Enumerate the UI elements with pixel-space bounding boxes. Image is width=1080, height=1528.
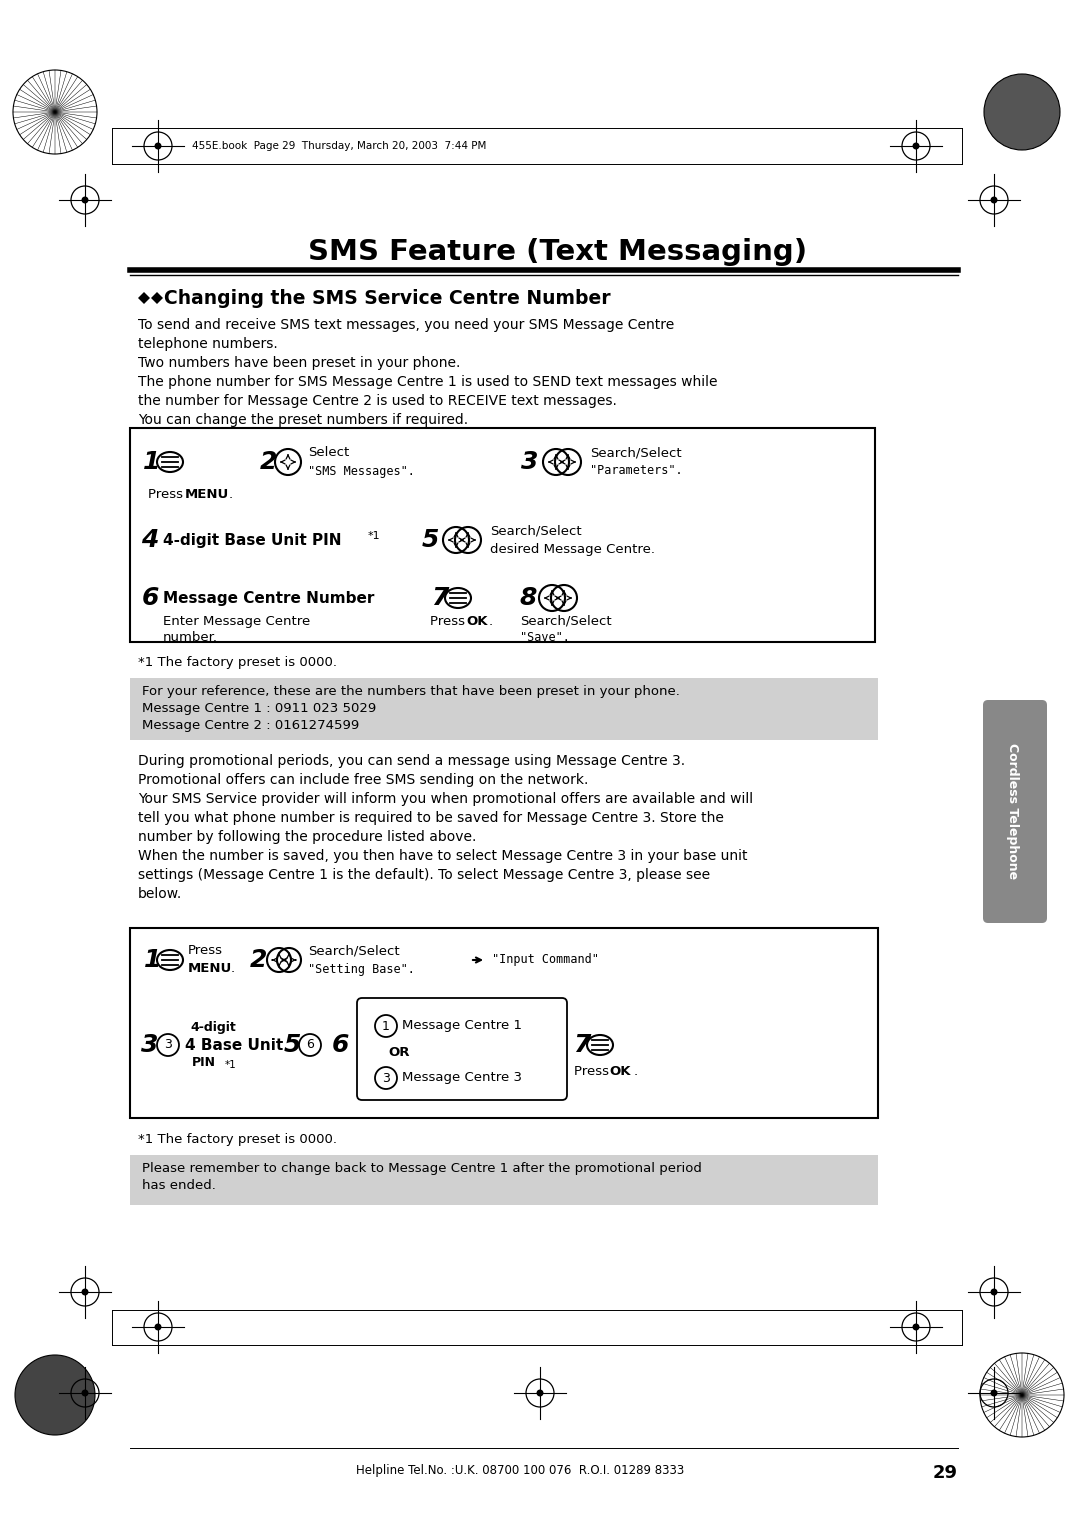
Text: Message Centre 2 : 0161274599: Message Centre 2 : 0161274599 [141, 720, 360, 732]
Text: 6: 6 [332, 1033, 349, 1057]
Text: MENU: MENU [188, 963, 232, 975]
Circle shape [990, 197, 998, 203]
Polygon shape [138, 292, 150, 304]
Text: Two numbers have been preset in your phone.: Two numbers have been preset in your pho… [138, 356, 460, 370]
Circle shape [984, 73, 1059, 150]
Text: has ended.: has ended. [141, 1180, 216, 1192]
Text: .: . [229, 487, 233, 501]
Text: 7: 7 [573, 1033, 591, 1057]
Text: 1: 1 [382, 1019, 390, 1033]
Text: 455E.book  Page 29  Thursday, March 20, 2003  7:44 PM: 455E.book Page 29 Thursday, March 20, 20… [192, 141, 486, 151]
Circle shape [81, 197, 89, 203]
Text: Search/Select: Search/Select [490, 524, 582, 538]
Text: 8: 8 [519, 587, 537, 610]
Text: Search/Select: Search/Select [308, 944, 400, 958]
Text: "Parameters".: "Parameters". [590, 465, 683, 477]
Text: Enter Message Centre: Enter Message Centre [163, 614, 310, 628]
Text: Message Centre 3: Message Centre 3 [402, 1071, 522, 1085]
Circle shape [537, 1389, 543, 1397]
Text: desired Message Centre.: desired Message Centre. [490, 542, 654, 556]
Text: 1: 1 [144, 451, 161, 474]
Text: OR: OR [388, 1045, 409, 1059]
Polygon shape [151, 292, 163, 304]
Text: Message Centre 1 : 0911 023 5029: Message Centre 1 : 0911 023 5029 [141, 701, 376, 715]
Text: *1: *1 [225, 1060, 237, 1070]
Text: OK: OK [465, 614, 487, 628]
Text: During promotional periods, you can send a message using Message Centre 3.: During promotional periods, you can send… [138, 753, 685, 769]
Text: 7: 7 [431, 587, 448, 610]
Text: tell you what phone number is required to be saved for Message Centre 3. Store t: tell you what phone number is required t… [138, 811, 724, 825]
Text: Promotional offers can include free SMS sending on the network.: Promotional offers can include free SMS … [138, 773, 589, 787]
Text: Please remember to change back to Message Centre 1 after the promotional period: Please remember to change back to Messag… [141, 1161, 702, 1175]
Text: Press: Press [573, 1065, 613, 1077]
Text: 3: 3 [164, 1039, 172, 1051]
Text: You can change the preset numbers if required.: You can change the preset numbers if req… [138, 413, 468, 426]
Text: MENU: MENU [185, 487, 229, 501]
Circle shape [154, 142, 162, 150]
Text: Select: Select [308, 446, 349, 460]
Circle shape [990, 1389, 998, 1397]
FancyBboxPatch shape [130, 678, 878, 740]
Text: 4 Base Unit: 4 Base Unit [185, 1038, 283, 1053]
Text: OK: OK [609, 1065, 631, 1077]
Text: 29: 29 [933, 1464, 958, 1482]
Text: below.: below. [138, 886, 183, 902]
Text: Message Centre 1: Message Centre 1 [402, 1019, 522, 1033]
Text: 5: 5 [283, 1033, 300, 1057]
Text: 3: 3 [382, 1071, 390, 1085]
Text: PIN: PIN [192, 1056, 216, 1070]
Text: Helpline Tel.No. :U.K. 08700 100 076  R.O.I. 01289 8333: Helpline Tel.No. :U.K. 08700 100 076 R.O… [356, 1464, 684, 1478]
Circle shape [81, 1389, 89, 1397]
Circle shape [15, 1355, 95, 1435]
Circle shape [154, 1323, 162, 1331]
Text: 2: 2 [249, 947, 267, 972]
Text: Cordless Telephone: Cordless Telephone [1007, 744, 1020, 880]
Text: SMS Feature (Text Messaging): SMS Feature (Text Messaging) [309, 238, 808, 266]
Text: *1 The factory preset is 0000.: *1 The factory preset is 0000. [138, 656, 337, 669]
Text: "Input Command": "Input Command" [492, 953, 599, 967]
Text: When the number is saved, you then have to select Message Centre 3 in your base : When the number is saved, you then have … [138, 850, 747, 863]
Text: Search/Select: Search/Select [590, 446, 681, 460]
Text: To send and receive SMS text messages, you need your SMS Message Centre: To send and receive SMS text messages, y… [138, 318, 674, 332]
Text: "SMS Messages".: "SMS Messages". [308, 465, 415, 477]
Text: "Save".: "Save". [519, 631, 570, 643]
Text: Message Centre Number: Message Centre Number [163, 590, 375, 605]
FancyBboxPatch shape [983, 700, 1047, 923]
Text: Press: Press [148, 487, 187, 501]
Text: .: . [634, 1065, 638, 1077]
FancyBboxPatch shape [130, 1155, 878, 1206]
Text: Press: Press [430, 614, 469, 628]
Text: 4: 4 [141, 529, 159, 552]
Text: 1: 1 [145, 947, 162, 972]
Text: "Setting Base".: "Setting Base". [308, 963, 415, 975]
Text: .: . [231, 963, 235, 975]
Text: The phone number for SMS Message Centre 1 is used to SEND text messages while: The phone number for SMS Message Centre … [138, 374, 717, 390]
Text: 5: 5 [421, 529, 438, 552]
Text: Your SMS Service provider will inform you when promotional offers are available : Your SMS Service provider will inform yo… [138, 792, 753, 805]
Text: 2: 2 [259, 451, 276, 474]
Text: *1: *1 [368, 532, 380, 541]
Text: .: . [489, 614, 494, 628]
Text: For your reference, these are the numbers that have been preset in your phone.: For your reference, these are the number… [141, 685, 680, 698]
Text: the number for Message Centre 2 is used to RECEIVE text messages.: the number for Message Centre 2 is used … [138, 394, 617, 408]
Circle shape [913, 142, 919, 150]
Text: 6: 6 [141, 587, 159, 610]
Text: number.: number. [163, 631, 218, 643]
Text: 4-digit Base Unit PIN: 4-digit Base Unit PIN [163, 532, 341, 547]
Text: Changing the SMS Service Centre Number: Changing the SMS Service Centre Number [164, 289, 610, 307]
Text: Search/Select: Search/Select [519, 614, 611, 628]
Text: 3: 3 [141, 1033, 159, 1057]
Text: Press: Press [188, 944, 222, 958]
Text: number by following the procedure listed above.: number by following the procedure listed… [138, 830, 476, 843]
Circle shape [81, 1288, 89, 1296]
Text: 3: 3 [522, 451, 539, 474]
Circle shape [913, 1323, 919, 1331]
Text: settings (Message Centre 1 is the default). To select Message Centre 3, please s: settings (Message Centre 1 is the defaul… [138, 868, 711, 882]
Text: *1 The factory preset is 0000.: *1 The factory preset is 0000. [138, 1132, 337, 1146]
Circle shape [990, 1288, 998, 1296]
Text: 6: 6 [306, 1039, 314, 1051]
Text: telephone numbers.: telephone numbers. [138, 338, 278, 351]
Text: 4-digit: 4-digit [190, 1021, 235, 1033]
